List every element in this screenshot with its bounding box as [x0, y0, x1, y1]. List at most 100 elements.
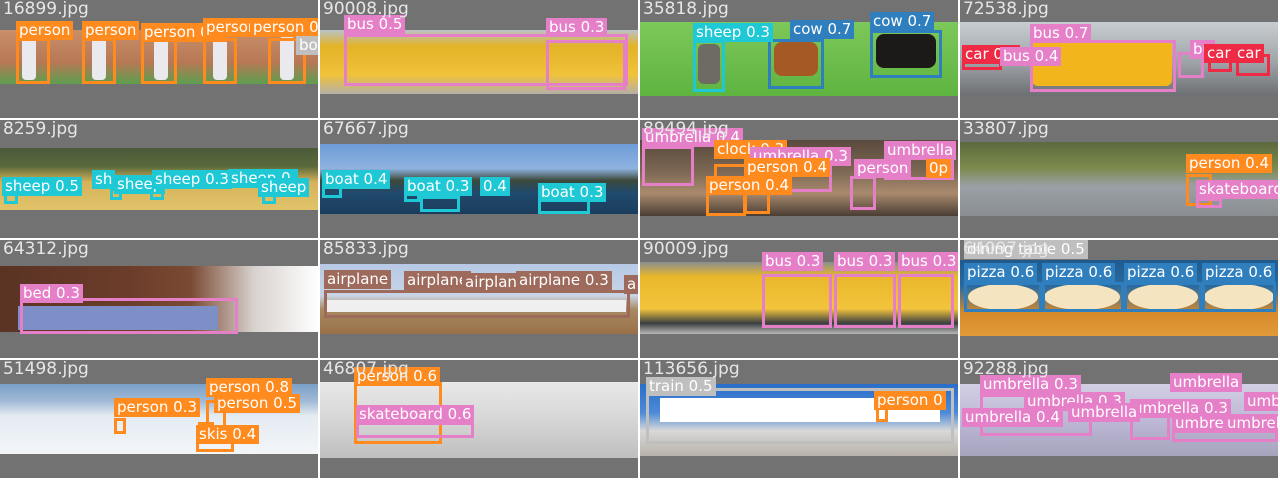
- detection-label: umbrella: [1068, 403, 1141, 422]
- detection-label: person: [16, 21, 74, 40]
- detection-label: boat 0.3: [404, 177, 473, 196]
- tile-school-buses: bus 0.5 bus 0.3 90008.jpg: [320, 0, 638, 118]
- detection-label: person 0.6: [354, 367, 441, 386]
- detection-box: [344, 34, 628, 86]
- tile-filename: 33807.jpg: [963, 120, 1049, 139]
- detection-box: [324, 290, 630, 318]
- tile-train: train 0.5 person 0 113656.jpg: [640, 360, 958, 478]
- detection-label: person 0.4: [706, 176, 793, 195]
- tile-filename: 89494.jpg: [643, 120, 729, 139]
- player-figure: [22, 36, 36, 80]
- detection-box: [114, 418, 126, 434]
- detection-label: umbrella: [884, 141, 957, 160]
- detection-label: umbrella 0.4: [962, 408, 1063, 427]
- detection-label: boat 0.4: [322, 170, 391, 189]
- tile-filename: 72538.jpg: [963, 0, 1049, 19]
- tile-filename: 92288.jpg: [963, 360, 1049, 379]
- detection-box: [1030, 40, 1176, 92]
- detection-label: bus 0.4: [1000, 47, 1062, 66]
- detection-box: [268, 38, 306, 84]
- detection-box: [20, 298, 238, 334]
- detection-box: [964, 282, 1042, 312]
- detection-label: umbrella: [1170, 373, 1243, 392]
- detection-label: person 0.8: [250, 18, 318, 37]
- detection-label: pizza 0.6: [1202, 263, 1276, 282]
- tile-filename: 35818.jpg: [643, 0, 729, 19]
- detection-label: sheep 0.3: [152, 170, 232, 189]
- detection-label: pizza 0.6: [1042, 263, 1116, 282]
- detection-box: [546, 40, 626, 90]
- detection-label: bus 0.5: [344, 15, 406, 34]
- tile-filename: 16899.jpg: [3, 0, 89, 19]
- detection-box: [203, 38, 237, 84]
- tile-harbor: boat 0.4 boat 0.3 0.4 boat 0.3 67667.jpg: [320, 120, 638, 238]
- tile-filename: 85833.jpg: [323, 240, 409, 259]
- tile-filename: 64097.jpg: [963, 240, 1049, 259]
- detection-box: [768, 39, 824, 89]
- detection-label: pizza 0.6: [1124, 263, 1198, 282]
- detection-label: airplane: [462, 273, 530, 292]
- tile-filename: 90009.jpg: [643, 240, 729, 259]
- bed-figure: [18, 306, 218, 330]
- detection-box: [870, 30, 942, 78]
- animal-figure: [774, 42, 818, 76]
- tile-baseball: person person person 0.8 person 0.8 pers…: [0, 0, 318, 118]
- animal-figure: [698, 44, 720, 84]
- animal-figure: [876, 34, 936, 68]
- tile-pasture: sheep 0.3 cow 0.7 cow 0.7 35818.jpg: [640, 0, 958, 118]
- detection-label: cow 0.7: [790, 20, 855, 39]
- pizza-figure: [1128, 284, 1198, 310]
- detection-label: bus 0.3: [834, 252, 896, 271]
- tile-filename: 90008.jpg: [323, 0, 409, 19]
- detection-box: [1202, 282, 1276, 312]
- tile-ski-slope: person 0.8 person 0.3 person 0.5 skis 0.…: [0, 360, 318, 478]
- detection-box: [420, 196, 460, 212]
- detection-box: [762, 274, 832, 328]
- detection-label: cow 0.7: [870, 12, 935, 31]
- detection-label: bus 0.3: [762, 252, 824, 271]
- detection-label: car: [1234, 44, 1264, 63]
- detection-box: [834, 274, 896, 328]
- detection-label: boat 0.3: [538, 183, 607, 202]
- detection-label: umbrella: [1244, 392, 1278, 411]
- tile-filename: 46807.jpg: [323, 360, 409, 379]
- tile-bus-depot: bus 0.3 bus 0.3 bus 0.3 90009.jpg: [640, 240, 958, 358]
- detection-label: bus 0.7: [1030, 24, 1092, 43]
- detection-label: person 0.4: [744, 158, 831, 177]
- detection-label: umbrella: [1224, 414, 1278, 433]
- detection-label: skis 0.4: [196, 425, 260, 444]
- detection-label: train 0.5: [646, 377, 716, 396]
- detection-box: [898, 274, 954, 328]
- detection-label: sheep 0.3: [693, 23, 773, 42]
- detection-label: dining table 0.5: [964, 240, 1088, 259]
- detection-label: person 0.8: [206, 378, 293, 397]
- detection-box: [1042, 282, 1124, 312]
- detection-box: [693, 40, 725, 92]
- detection-label: bus 0.3: [898, 252, 958, 271]
- detection-label: a: [624, 275, 638, 294]
- detection-label: bo: [296, 36, 318, 55]
- tile-umbrellas: umbrella 0.3 umbrella umbrella 0.3 umbre…: [960, 360, 1278, 478]
- detection-label: sh: [92, 170, 116, 189]
- detection-label: 0.4: [480, 177, 510, 196]
- tile-pizzas: dining table 0.5 pizza 0.6 pizza 0.6 piz…: [960, 240, 1278, 358]
- detection-box: [141, 38, 177, 84]
- detection-label: umbrella 0.3: [1130, 399, 1231, 418]
- detection-label: person 0.3: [114, 398, 201, 417]
- detection-label: airplane 0.3: [516, 271, 612, 290]
- detection-label: airplane: [404, 271, 472, 290]
- detection-box: [82, 38, 116, 84]
- tile-filename: 67667.jpg: [323, 120, 409, 139]
- tile-skate-road: person 0.4 skateboard 33807.jpg: [960, 120, 1278, 238]
- tile-street-bus: car 0.3 bus 0.7 bus 0.4 bu car car 72538…: [960, 0, 1278, 118]
- detection-box: [1196, 198, 1222, 208]
- tile-filename: 8259.jpg: [3, 120, 78, 139]
- tile-bedroom: bed 0.3 64312.jpg: [0, 240, 318, 358]
- tile-market: umbrella 0.4 clock 0.3 umbrella 0.3 umbr…: [640, 120, 958, 238]
- detection-box: [850, 176, 876, 210]
- detection-label: umbrella 0.3: [980, 375, 1081, 394]
- detection-label: 0p: [926, 159, 952, 178]
- tile-filename: 64312.jpg: [3, 240, 89, 259]
- player-figure: [280, 36, 294, 80]
- detection-label: pizza 0.6: [964, 263, 1038, 282]
